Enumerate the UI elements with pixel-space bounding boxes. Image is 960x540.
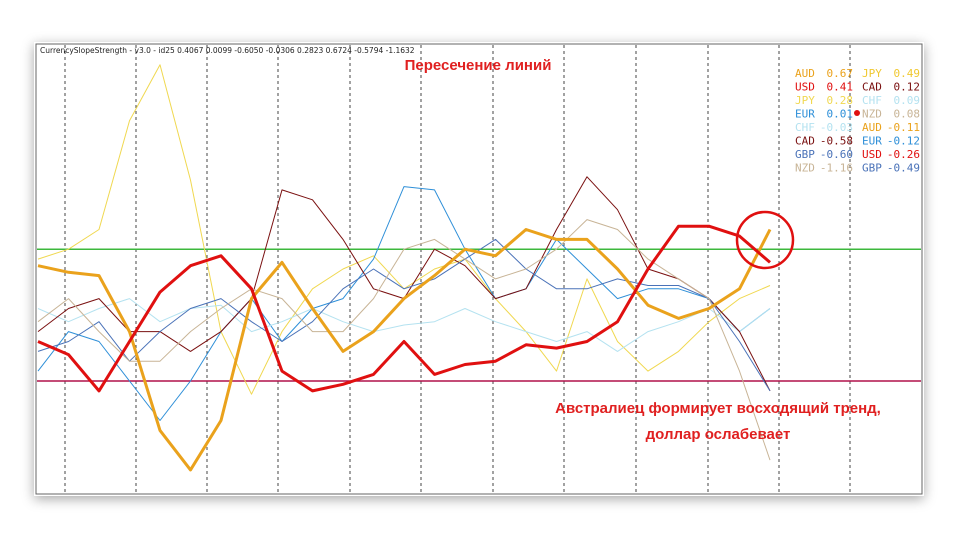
legend-value: -0.11 [887, 121, 920, 134]
legend-label: CHF [862, 94, 882, 107]
series-line [37, 224, 771, 393]
legend-value: -0.58 [820, 135, 853, 148]
indicator-header: CurrencySlopeStrength - v3.0 - id25 0.40… [40, 46, 415, 55]
annotation: Австралиец формирует восходящий тренд, [555, 400, 881, 417]
series-line [37, 238, 771, 392]
marker-dot [854, 110, 860, 116]
legend-value: 0.49 [894, 67, 921, 80]
legend-value: -0.60 [820, 148, 853, 161]
legend-value: 0.09 [894, 94, 921, 107]
legend-value: 0.67 [827, 67, 854, 80]
legend-value: 0.12 [894, 81, 921, 94]
legend-value: -0.26 [887, 148, 920, 161]
annotation: доллар ослабевает [646, 426, 791, 443]
legend-label: EUR [795, 108, 815, 121]
legend-value: 0.08 [894, 108, 921, 121]
legend-label: CAD [795, 135, 815, 148]
series-line [37, 228, 772, 472]
legend-label: USD [862, 148, 882, 161]
series-line [37, 298, 771, 352]
legend-label: GBP [795, 148, 815, 161]
legend-label: JPY [862, 67, 882, 80]
legend-value: -0.12 [887, 135, 920, 148]
legend-value: -1.16 [820, 162, 853, 175]
legend-value: 0.41 [827, 81, 854, 94]
plot-frame [35, 43, 923, 495]
legend-label: NZD [862, 108, 882, 121]
highlight-circle [735, 210, 795, 270]
legend-value: 0.28 [827, 94, 854, 107]
legend-label: CAD [862, 81, 882, 94]
legend-label: USD [795, 81, 815, 94]
series-line [37, 219, 771, 461]
legend-label: EUR [862, 135, 882, 148]
series-line [37, 186, 771, 421]
legend-label: JPY [795, 94, 815, 107]
legend-value: -0.49 [887, 162, 920, 175]
legend-label: AUD [795, 67, 815, 80]
legend-label: AUD [862, 121, 882, 134]
chart-title: Пересечение линий [405, 57, 552, 74]
vertical-grid [64, 45, 851, 493]
legend-value: 0.01 [827, 108, 854, 121]
legend-label: CHF [795, 121, 815, 134]
legend-label: GBP [862, 162, 882, 175]
legend-value: -0.03 [820, 121, 853, 134]
legend-label: NZD [795, 162, 815, 175]
